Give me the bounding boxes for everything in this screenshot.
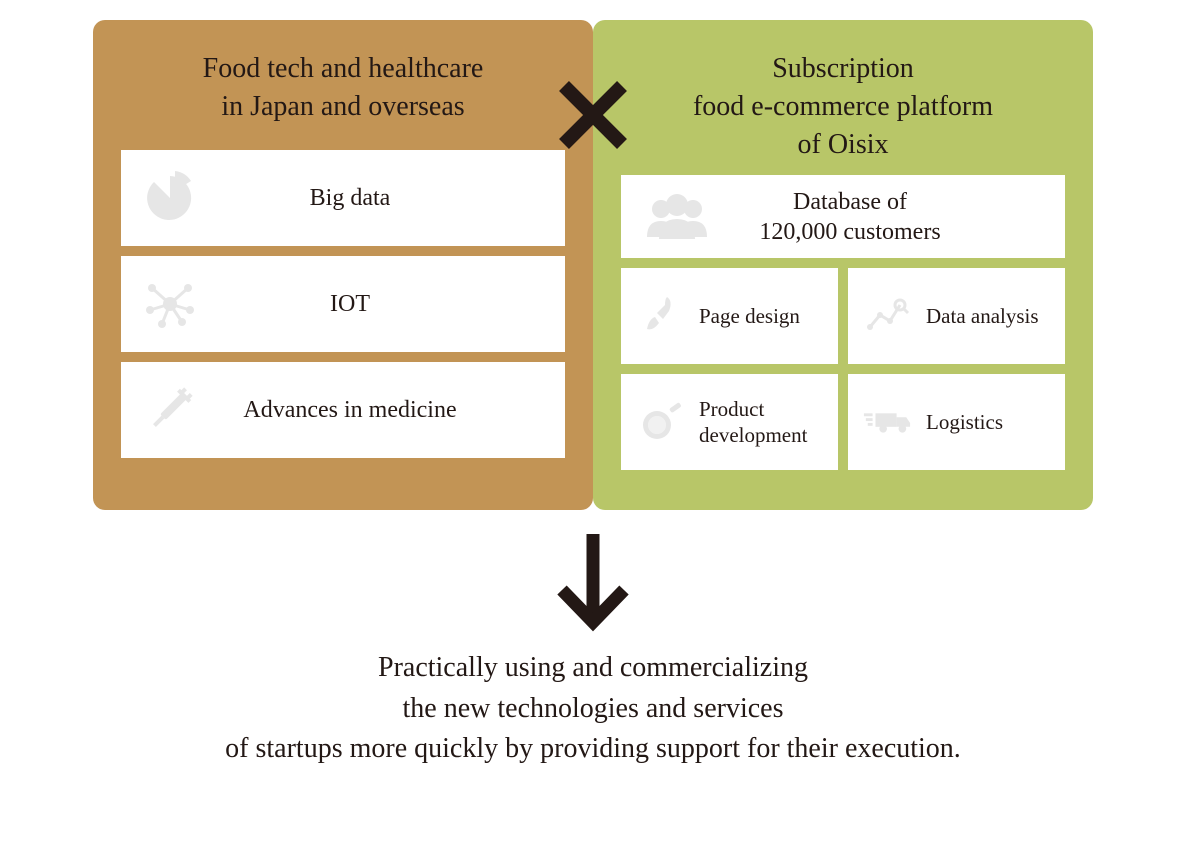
text-line: of startups more quickly by providing su… <box>225 733 961 764</box>
diagram-container: Food tech and healthcare in Japan and ov… <box>0 0 1186 770</box>
bottom-text: Practically using and commercializing th… <box>225 648 961 770</box>
title-line: of Oisix <box>798 129 889 160</box>
pie-chart-icon <box>139 167 201 229</box>
panels-row: Food tech and healthcare in Japan and ov… <box>93 20 1093 510</box>
title-line: Subscription <box>772 53 914 84</box>
right-panel-title: Subscription food e-commerce platform of… <box>621 50 1065 163</box>
truck-icon <box>862 397 912 447</box>
pan-icon <box>635 397 685 447</box>
card-product-dev: Product development <box>621 374 838 470</box>
card-big-data: Big data <box>121 150 565 246</box>
card-label: Data analysis <box>920 303 1051 329</box>
arrow-down-icon <box>548 528 638 638</box>
card-label: Product development <box>693 396 824 449</box>
title-line: food e-commerce platform <box>693 91 993 122</box>
card-label: Database of 120,000 customers <box>729 187 1047 247</box>
title-line: in Japan and overseas <box>221 91 464 122</box>
people-icon <box>639 186 715 248</box>
card-logistics: Logistics <box>848 374 1065 470</box>
card-database: Database of 120,000 customers <box>621 175 1065 258</box>
card-label: Logistics <box>920 409 1051 435</box>
multiply-symbol <box>554 76 632 154</box>
syringe-icon <box>139 379 201 441</box>
card-data-analysis: Data analysis <box>848 268 1065 364</box>
right-panel: Subscription food e-commerce platform of… <box>593 20 1093 510</box>
analytics-icon <box>862 291 912 341</box>
card-iot: IOT <box>121 256 565 352</box>
card-row: Page design <box>621 268 1065 364</box>
left-panel: Food tech and healthcare in Japan and ov… <box>93 20 593 510</box>
network-icon <box>139 273 201 335</box>
card-row: Product development <box>621 374 1065 470</box>
brush-icon <box>635 291 685 341</box>
card-label: IOT <box>215 289 547 319</box>
card-label: Big data <box>215 183 547 213</box>
title-line: Food tech and healthcare <box>203 53 484 84</box>
card-label: Page design <box>693 303 824 329</box>
text-line: the new technologies and services <box>403 693 784 724</box>
card-label: Advances in medicine <box>215 395 547 425</box>
left-panel-title: Food tech and healthcare in Japan and ov… <box>121 50 565 126</box>
text-line: Practically using and commercializing <box>378 652 808 683</box>
card-page-design: Page design <box>621 268 838 364</box>
card-medicine: Advances in medicine <box>121 362 565 458</box>
